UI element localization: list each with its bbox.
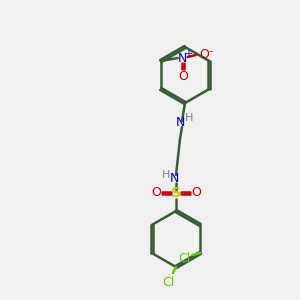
Text: H: H	[185, 113, 193, 123]
Text: O: O	[199, 49, 209, 62]
Text: -: -	[209, 46, 213, 56]
Text: Cl: Cl	[162, 277, 174, 290]
Text: N: N	[178, 52, 188, 64]
Text: +: +	[184, 49, 192, 59]
Text: S: S	[171, 186, 181, 200]
Text: O: O	[191, 187, 201, 200]
Text: Cl: Cl	[178, 251, 190, 265]
Text: N: N	[175, 116, 185, 130]
Text: N: N	[169, 172, 179, 184]
Text: O: O	[178, 70, 188, 83]
Text: H: H	[162, 170, 170, 180]
Text: O: O	[151, 187, 161, 200]
